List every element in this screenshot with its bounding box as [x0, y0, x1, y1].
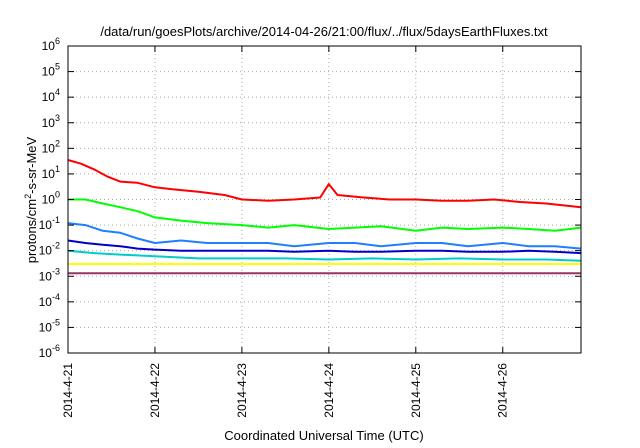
y-tick-base: 10 — [42, 116, 56, 130]
y-tick-base: 10 — [39, 244, 53, 258]
y-tick-label: 10-4 — [39, 292, 60, 309]
y-tick-label: 10-5 — [39, 317, 60, 334]
x-axis-ticks: 2014-4-21 2014-4-22 2014-4-23 2014-4-24 2014… — [61, 46, 510, 418]
y-tick-base: 10 — [42, 141, 56, 155]
series-line-2 — [68, 198, 582, 232]
y-tick-exp: 1 — [55, 164, 60, 174]
y-tick-label: 10-2 — [39, 241, 60, 258]
y-axis-title-sup: 2 — [23, 194, 33, 199]
x-tick-label: 2014-4-24 — [322, 363, 336, 418]
y-tick-label: 102 — [42, 138, 60, 155]
y-axis-title-post: -s-sr-MeV — [24, 136, 39, 193]
y-tick-label: 105 — [42, 62, 60, 79]
y-tick-base: 10 — [39, 320, 53, 334]
y-tick-exp: 0 — [55, 190, 60, 200]
x-tick-label: 2014-4-25 — [409, 363, 423, 418]
y-tick-exp: -2 — [52, 241, 60, 251]
y-tick-exp: 6 — [55, 36, 60, 46]
y-tick-base: 10 — [39, 269, 53, 283]
y-tick-label: 10-6 — [39, 343, 60, 360]
x-axis-title: Coordinated Universal Time (UTC) — [224, 428, 423, 443]
y-tick-label: 10-1 — [39, 215, 60, 232]
y-tick-base: 10 — [42, 167, 56, 181]
y-tick-base: 10 — [42, 193, 56, 207]
y-tick-label: 106 — [42, 36, 60, 53]
y-tick-exp: 2 — [55, 138, 60, 148]
y-tick-label: 101 — [42, 164, 60, 181]
y-tick-base: 10 — [39, 295, 53, 309]
y-tick-base: 10 — [42, 90, 56, 104]
series-line-3 — [67, 222, 582, 250]
y-axis-title-pre: protons/cm — [24, 199, 39, 263]
series-line-1 — [67, 159, 582, 209]
y-tick-base: 10 — [39, 218, 53, 232]
y-axis-title: protons/cm2-s-sr-MeV — [23, 136, 39, 263]
x-tick-label: 2014-4-22 — [148, 363, 162, 418]
y-tick-label: 10-3 — [39, 266, 60, 283]
x-tick-label: 2014-4-23 — [235, 363, 249, 418]
y-tick-exp: 5 — [55, 62, 60, 72]
y-tick-exp: -4 — [52, 292, 60, 302]
y-axis-ticks: 10-610-510-410-310-210-11001011021031041… — [39, 36, 581, 360]
series-line-4 — [67, 239, 582, 255]
y-tick-exp: -5 — [52, 317, 60, 327]
y-tick-exp: 3 — [55, 113, 60, 123]
y-tick-label: 104 — [42, 87, 60, 104]
series-line-5 — [67, 249, 582, 262]
x-tick-label: 2014-4-21 — [61, 363, 75, 418]
chart-title: /data/run/goesPlots/archive/2014-04-26/2… — [100, 24, 548, 39]
y-tick-base: 10 — [42, 39, 56, 53]
y-tick-exp: -6 — [52, 343, 60, 353]
x-tick-label: 2014-4-26 — [496, 363, 510, 418]
y-tick-exp: 4 — [55, 87, 60, 97]
series-group — [67, 159, 582, 275]
y-tick-exp: -3 — [52, 266, 60, 276]
y-tick-base: 10 — [39, 346, 53, 360]
y-tick-label: 100 — [42, 190, 60, 207]
y-tick-base: 10 — [42, 65, 56, 79]
y-tick-exp: -1 — [52, 215, 60, 225]
y-tick-label: 103 — [42, 113, 60, 130]
